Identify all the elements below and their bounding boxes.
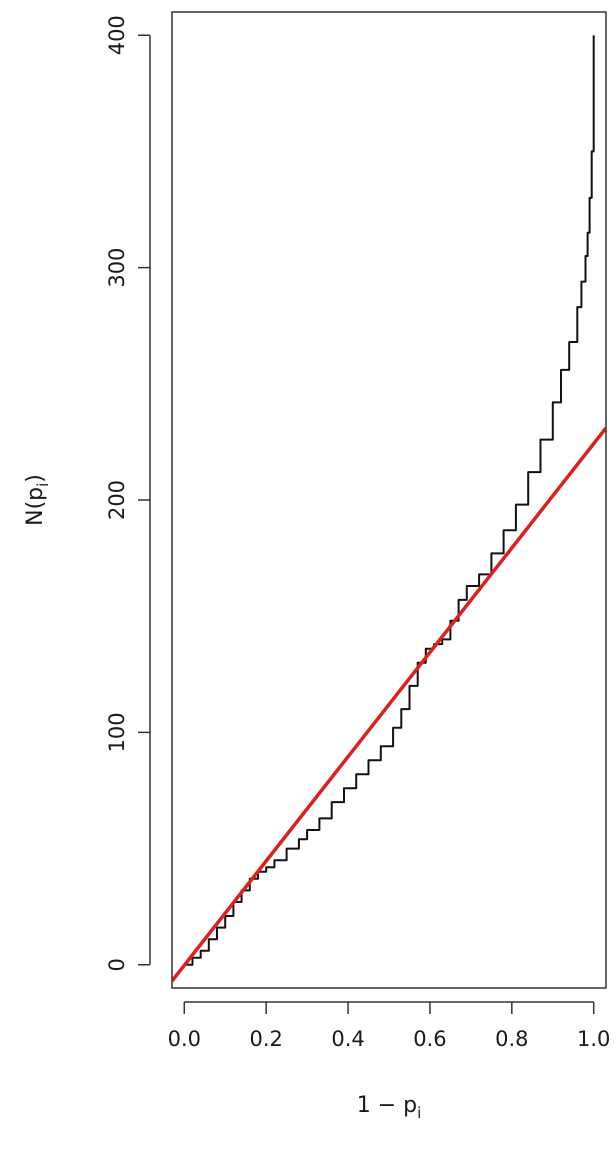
y-tick-label: 100 — [105, 712, 129, 752]
y-tick-label: 200 — [105, 480, 129, 520]
y-tick-label: 400 — [105, 15, 129, 55]
y-axis-title-main: N(p — [23, 487, 48, 526]
y-axis: 0 100 200 300 400 — [105, 15, 151, 971]
y-axis-title: N(pi) — [23, 474, 52, 526]
y-axis-title-subscript: i — [34, 483, 52, 487]
empirical-curve — [184, 35, 595, 966]
x-axis-title: 1 − pi — [357, 1093, 422, 1122]
plot-frame — [171, 11, 607, 989]
x-axis: 0.0 0.2 0.4 0.6 0.8 1.0 — [168, 1001, 610, 1051]
x-axis-title-main: 1 − p — [357, 1093, 417, 1118]
series-layer — [172, 35, 606, 983]
x-tick-label: 0.6 — [413, 1027, 446, 1051]
x-tick-label: 0.0 — [168, 1027, 201, 1051]
y-tick-label: 300 — [105, 248, 129, 288]
x-tick-label: 0.4 — [331, 1027, 364, 1051]
y-tick-label: 0 — [105, 958, 129, 971]
reference-line — [172, 426, 606, 983]
x-tick-label: 0.2 — [249, 1027, 282, 1051]
x-axis-title-subscript: i — [417, 1104, 421, 1122]
x-tick-label: 1.0 — [577, 1027, 610, 1051]
x-tick-label: 0.8 — [495, 1027, 528, 1051]
y-axis-title-close: ) — [23, 474, 48, 483]
